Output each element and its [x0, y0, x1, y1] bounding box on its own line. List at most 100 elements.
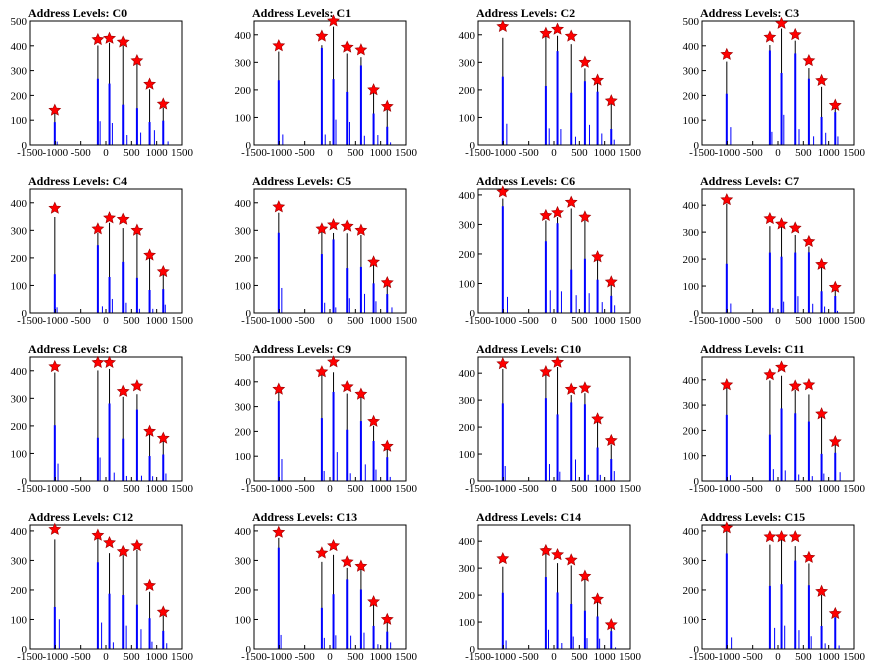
- histogram-bar: [148, 122, 151, 145]
- histogram-panel: Address Levels: C13 0 100 200 300 400 -1500 -10…: [235, 510, 418, 663]
- x-tick-label: 500: [123, 147, 140, 159]
- peak-star-marker: [340, 555, 354, 568]
- histogram-panel: Address Levels: C00100200300400500-1500-…: [11, 6, 194, 159]
- histogram-panel: Address Levels: C2 0 100 200 300 400 -1500 -100…: [459, 6, 642, 159]
- x-tick-label: -1500: [465, 651, 491, 663]
- histogram-bar: [780, 584, 783, 649]
- histogram-panel: Address Levels: C30100200300400500-1500-…: [683, 6, 866, 159]
- peak-star-marker: [591, 412, 605, 425]
- peak-star-marker: [496, 185, 510, 198]
- peak-star-marker: [591, 250, 605, 263]
- y-tick-label: 100: [11, 115, 28, 127]
- x-tick-label: 1000: [818, 315, 841, 327]
- x-tick-label: 0: [327, 651, 333, 663]
- x-tick-label: 1000: [370, 147, 393, 159]
- x-tick-label: 1500: [619, 315, 642, 327]
- peak-star-marker: [272, 382, 286, 395]
- peak-star-marker: [327, 355, 341, 368]
- x-tick-label: -500: [295, 315, 316, 327]
- histogram-bar: [96, 245, 99, 313]
- peak-star-marker: [380, 439, 394, 452]
- peak-star-marker: [354, 43, 368, 56]
- histogram-bar: [768, 252, 771, 313]
- histogram-bar: [386, 294, 389, 313]
- peak-star-marker: [354, 387, 368, 400]
- x-tick-label: 1000: [146, 315, 169, 327]
- y-tick-label: 200: [459, 422, 476, 434]
- x-tick-label: -1000: [266, 147, 292, 159]
- x-tick-label: 1500: [843, 483, 866, 495]
- peak-star-marker: [48, 103, 62, 116]
- x-tick-label: 1500: [395, 651, 418, 663]
- peak-star-marker: [156, 431, 170, 444]
- y-tick-label: 0: [470, 140, 476, 152]
- peak-star-marker: [367, 83, 381, 96]
- y-tick-label: 400: [459, 368, 476, 380]
- peak-star-marker: [496, 356, 510, 370]
- plot-frame: [701, 356, 855, 482]
- histogram-bar: [320, 607, 323, 649]
- histogram-panel: Address Levels: C90100200300400500-1500-…: [235, 342, 418, 495]
- peak-star-marker: [48, 522, 62, 535]
- x-tick-label: 1500: [619, 483, 642, 495]
- x-tick-label: 500: [795, 315, 812, 327]
- peak-star-marker: [539, 543, 553, 557]
- y-tick-label: 300: [459, 563, 476, 575]
- panel-title: Address Levels: C15: [700, 510, 805, 524]
- peak-star-marker: [720, 47, 734, 60]
- histogram-bar: [122, 595, 125, 649]
- peak-star-marker: [340, 380, 354, 393]
- histogram-bar: [501, 76, 504, 145]
- peak-star-marker: [551, 22, 565, 35]
- y-tick-label: 400: [235, 30, 252, 42]
- histogram-bar: [780, 72, 783, 145]
- histogram-bar: [556, 414, 559, 481]
- y-tick-label: 300: [11, 66, 28, 78]
- peak-star-marker: [130, 379, 144, 392]
- histogram-bar: [820, 625, 823, 649]
- peak-star-marker: [564, 195, 578, 208]
- histogram-bar: [359, 421, 362, 481]
- peak-star-marker: [380, 612, 394, 625]
- y-tick-label: 200: [459, 249, 476, 261]
- plot-frame: [701, 524, 855, 650]
- panel-title: Address Levels: C3: [700, 6, 799, 20]
- histogram-bar: [556, 223, 559, 313]
- peak-star-marker: [564, 553, 578, 566]
- x-tick-label: 0: [327, 483, 333, 495]
- histogram-bar: [162, 120, 165, 145]
- x-tick-label: 0: [775, 315, 781, 327]
- histogram-bar: [794, 560, 797, 649]
- histogram-bar: [332, 239, 335, 313]
- histogram-bar: [596, 616, 599, 649]
- y-tick-label: 200: [11, 585, 28, 597]
- peak-star-marker: [315, 546, 329, 559]
- x-tick-label: 1500: [395, 147, 418, 159]
- y-tick-label: 400: [459, 536, 476, 548]
- plot-frame: [253, 20, 407, 146]
- histogram-bar: [501, 206, 504, 313]
- peak-star-marker: [272, 525, 286, 538]
- peak-star-marker: [788, 379, 802, 392]
- peak-star-marker: [91, 32, 105, 46]
- peak-star-marker: [272, 39, 286, 52]
- panel-title: Address Levels: C4: [28, 174, 127, 188]
- histogram-bar: [148, 618, 151, 649]
- histogram-panel: Address Levels: C11 0 100 200 300 400 -1500 -10…: [683, 342, 866, 495]
- histogram-bar: [501, 403, 504, 481]
- x-tick-label: -500: [519, 147, 540, 159]
- plot-frame: [477, 524, 631, 650]
- histogram-bar: [807, 78, 810, 145]
- x-tick-label: 0: [775, 147, 781, 159]
- y-tick-label: 100: [235, 280, 252, 292]
- panel-title: Address Levels: C12: [28, 510, 133, 524]
- peak-star-marker: [380, 275, 394, 289]
- x-tick-label: 1000: [818, 483, 841, 495]
- y-tick-label: 100: [11, 448, 28, 460]
- y-tick-label: 300: [11, 555, 28, 567]
- histogram-bar: [346, 91, 349, 145]
- peak-star-marker: [551, 205, 565, 219]
- peak-star-marker: [802, 550, 816, 563]
- histogram-bar: [596, 91, 599, 145]
